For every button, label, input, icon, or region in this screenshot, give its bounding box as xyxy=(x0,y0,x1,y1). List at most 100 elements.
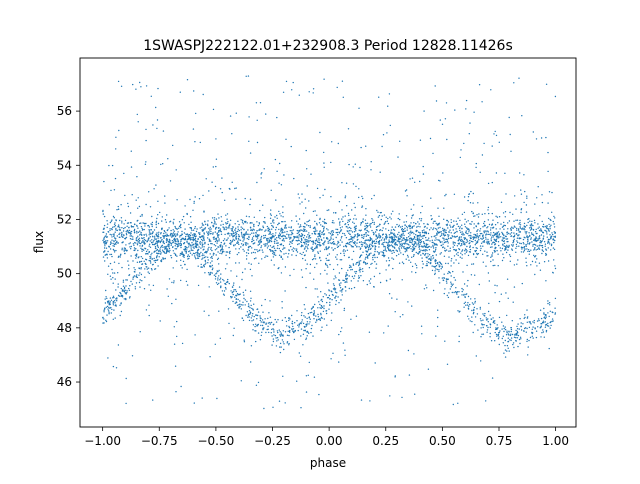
data-point xyxy=(250,297,252,299)
data-point xyxy=(217,251,219,253)
data-point xyxy=(492,219,494,221)
data-point xyxy=(344,197,346,199)
data-point xyxy=(222,239,225,242)
data-point xyxy=(377,216,380,218)
data-point xyxy=(129,212,132,214)
data-point xyxy=(348,214,350,217)
data-point xyxy=(397,240,399,242)
data-point xyxy=(220,224,222,226)
data-point xyxy=(513,336,516,338)
data-point xyxy=(399,140,401,142)
data-point xyxy=(522,246,524,249)
data-point xyxy=(435,254,437,256)
data-point xyxy=(235,187,237,189)
data-point xyxy=(312,241,314,243)
data-point xyxy=(529,234,531,237)
data-point xyxy=(144,163,147,165)
data-point xyxy=(473,311,475,314)
data-point xyxy=(382,134,385,136)
data-point xyxy=(345,290,347,292)
data-point xyxy=(172,223,175,225)
data-point xyxy=(243,250,245,252)
data-point xyxy=(325,294,327,296)
data-point xyxy=(282,91,285,94)
data-point xyxy=(501,337,503,340)
data-point xyxy=(366,227,368,229)
data-point xyxy=(371,218,373,220)
data-point xyxy=(277,319,279,321)
data-point xyxy=(214,240,217,243)
data-point xyxy=(358,246,360,248)
data-point xyxy=(195,112,197,115)
data-point xyxy=(439,282,441,284)
data-point xyxy=(544,321,546,323)
data-point xyxy=(265,331,267,334)
data-point xyxy=(305,337,308,339)
data-point xyxy=(304,198,306,200)
data-point xyxy=(379,272,381,275)
data-point xyxy=(426,263,428,265)
data-point xyxy=(176,199,178,201)
data-point xyxy=(367,234,370,237)
data-point xyxy=(524,316,526,319)
data-point xyxy=(173,343,176,345)
data-point xyxy=(527,243,529,245)
data-point xyxy=(391,252,393,254)
data-point xyxy=(435,248,437,251)
data-point xyxy=(375,235,377,238)
data-point xyxy=(204,241,206,244)
data-point xyxy=(458,291,460,293)
data-point xyxy=(360,275,362,277)
data-point xyxy=(303,241,306,244)
data-point xyxy=(192,252,195,255)
data-point xyxy=(480,237,482,240)
data-point xyxy=(461,257,463,259)
data-point xyxy=(348,220,350,222)
data-point xyxy=(138,261,141,263)
data-point xyxy=(453,255,456,257)
data-point xyxy=(354,242,356,244)
data-point xyxy=(401,230,404,232)
data-point xyxy=(110,189,112,192)
data-point xyxy=(136,242,138,244)
data-point xyxy=(319,307,321,309)
data-point xyxy=(254,242,256,244)
data-point xyxy=(238,262,240,264)
data-point xyxy=(265,229,267,231)
data-point xyxy=(266,239,268,242)
data-point xyxy=(209,239,211,241)
data-point xyxy=(180,264,182,267)
data-point xyxy=(158,241,160,243)
data-point xyxy=(490,234,492,236)
data-point xyxy=(329,242,331,244)
data-point xyxy=(521,282,523,285)
data-point xyxy=(430,236,433,238)
x-tick-label: −0.25 xyxy=(254,434,291,448)
data-point xyxy=(436,233,438,236)
data-point xyxy=(528,321,530,323)
data-point xyxy=(236,230,239,233)
data-point xyxy=(549,327,551,329)
data-point xyxy=(138,281,141,284)
data-point xyxy=(204,272,206,274)
data-point xyxy=(264,236,266,239)
data-point xyxy=(510,328,513,331)
data-point xyxy=(219,337,221,339)
data-point xyxy=(157,200,159,202)
data-point xyxy=(217,270,219,273)
data-point xyxy=(541,249,543,251)
data-point xyxy=(120,85,123,88)
data-point xyxy=(465,304,467,306)
data-point xyxy=(368,231,370,233)
data-point xyxy=(345,182,348,184)
data-point xyxy=(285,80,288,83)
data-point xyxy=(332,231,335,233)
y-tick-label: 56 xyxy=(57,104,72,118)
data-point xyxy=(457,310,459,312)
data-point xyxy=(453,232,455,234)
data-point xyxy=(149,260,151,262)
data-point xyxy=(389,249,392,251)
data-point xyxy=(199,141,201,144)
data-point xyxy=(343,245,345,248)
